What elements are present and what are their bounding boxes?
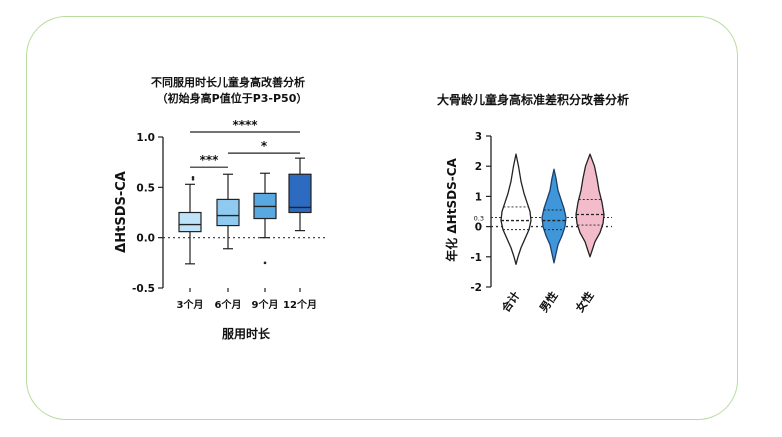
chart-card [26, 16, 738, 420]
right-y-tick-label: 2 [475, 161, 482, 173]
right-y-tick-label: -2 [470, 282, 482, 294]
violin-body [541, 168, 567, 264]
box-outlier [263, 261, 267, 265]
right-chart-ylabel: 年化 ΔHtSDS-CA [444, 158, 459, 262]
right-x-tick-label: 女性 [572, 289, 596, 315]
right-violin-plot: -2 -1 0 1 2 3 0.3 合计 男性 女性 [470, 131, 612, 315]
box-body [178, 211, 202, 233]
box-body [288, 173, 312, 214]
left-chart-xlabel: 服用时长 [222, 326, 271, 341]
right-x-tick-label: 男性 [536, 289, 560, 315]
box-outlier [191, 177, 195, 181]
violin-body [575, 153, 605, 258]
left-chart-ylabel: ΔHtSDS-CA [114, 171, 129, 253]
left-x-tick-label: 9个月 [252, 298, 279, 311]
left-x-tick-label: 3个月 [177, 298, 204, 311]
significance-label: **** [232, 118, 258, 132]
right-y-tick-label: 3 [475, 131, 482, 143]
right-chart-title: 大骨龄儿童身高标准差积分改善分析 [437, 92, 629, 107]
left-y-tick-label: 0.0 [136, 233, 155, 245]
right-y-tick-label: 1 [475, 191, 482, 203]
left-y-tick-label: 1.0 [136, 132, 155, 144]
left-chart-title-line1: 不同服用时长儿童身高改善分析 [151, 75, 305, 89]
left-y-tick-label: 0.5 [136, 182, 155, 194]
left-x-tick-label: 12个月 [283, 298, 317, 311]
right-x-tick-label: 合计 [498, 289, 522, 315]
significance-label: *** [200, 153, 220, 167]
right-y-tick-label: 0 [475, 222, 482, 234]
left-y-tick-label: -0.5 [132, 283, 155, 295]
left-x-tick-label: 6个月 [215, 298, 242, 311]
right-marked-value-label: 0.3 [474, 215, 484, 223]
right-y-tick-label: -1 [470, 252, 482, 264]
left-chart-title-line2: （初始身高P值位于P3-P50） [157, 91, 308, 105]
box-body [216, 198, 240, 227]
box-outlier [191, 175, 195, 179]
violin-body [500, 153, 532, 265]
significance-label: * [261, 139, 268, 153]
